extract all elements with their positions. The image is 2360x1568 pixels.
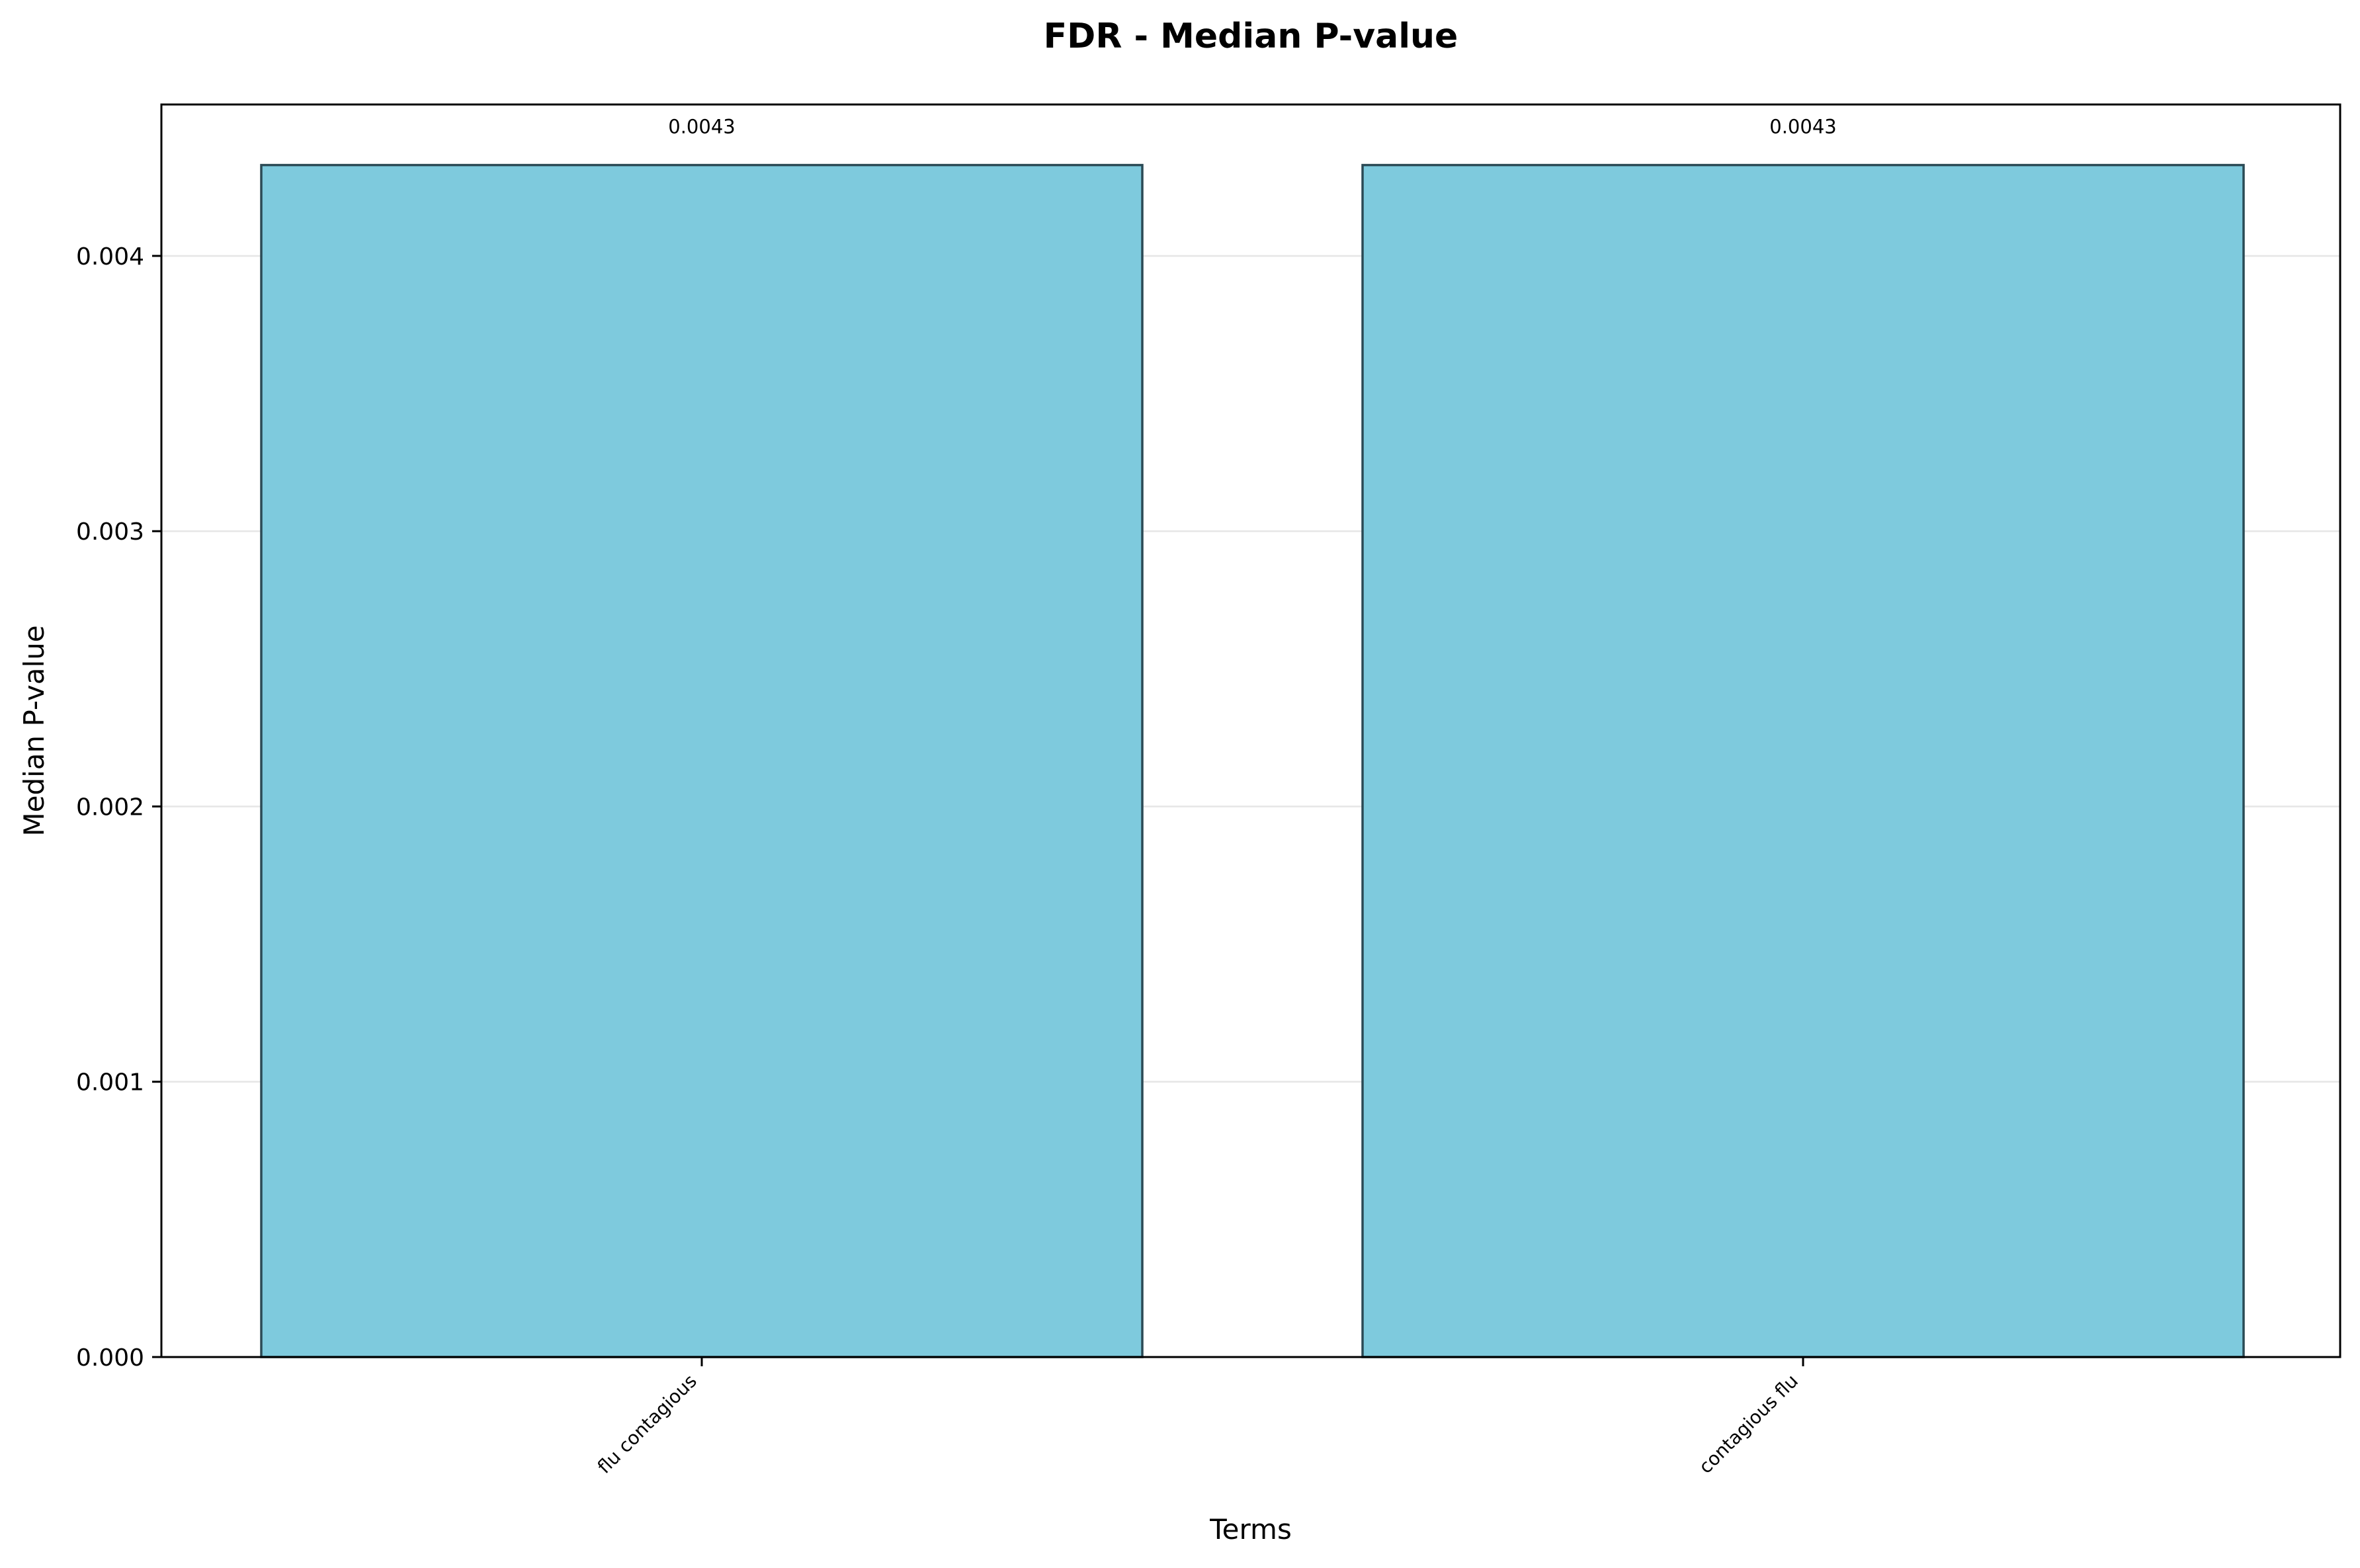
y-tick-label: 0.000 bbox=[76, 1344, 144, 1372]
x-axis-label: Terms bbox=[1209, 1513, 1292, 1546]
data-label: 0.0043 bbox=[1769, 116, 1836, 138]
x-tick-label: flu contagious bbox=[593, 1370, 701, 1478]
y-tick-label: 0.001 bbox=[76, 1069, 144, 1096]
y-tick-label: 0.003 bbox=[76, 518, 144, 546]
chart-title: FDR - Median P-value bbox=[1044, 17, 1458, 56]
bar bbox=[260, 163, 1144, 1358]
bars bbox=[260, 163, 2245, 1358]
plot-frame bbox=[160, 103, 2341, 1358]
data-label: 0.0043 bbox=[668, 116, 735, 138]
x-tick-label: contagious flu bbox=[1695, 1370, 1802, 1478]
y-tick-label: 0.004 bbox=[76, 243, 144, 270]
y-axis-label: Median P-value bbox=[18, 625, 50, 836]
bar bbox=[1361, 163, 2245, 1358]
y-axis-ticks: 0.000 0.001 0.002 0.003 0.004 bbox=[76, 243, 161, 1372]
data-labels: 0.0043 0.0043 bbox=[668, 116, 1836, 138]
x-axis-ticks: flu contagious contagious flu bbox=[593, 1357, 1804, 1478]
y-tick-label: 0.002 bbox=[76, 794, 144, 821]
